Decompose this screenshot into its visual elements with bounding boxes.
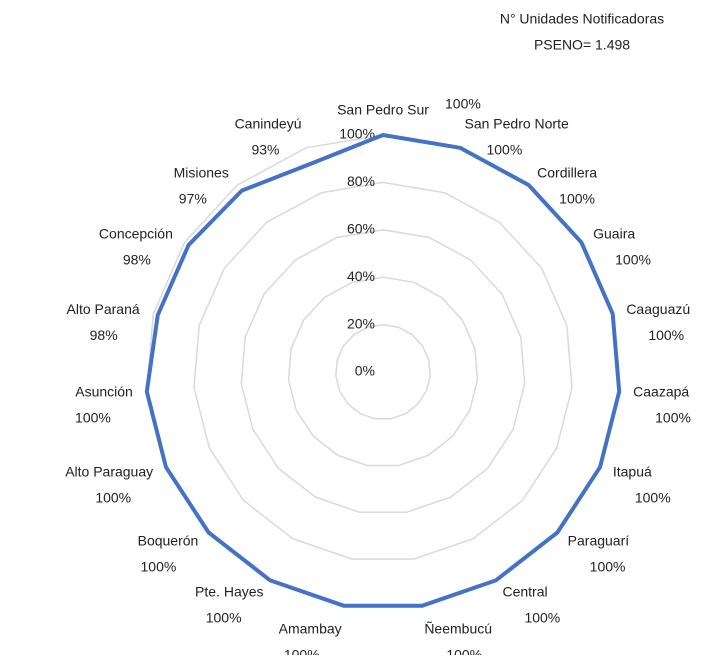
- r-tick-label: 100%: [339, 126, 375, 142]
- value-label: 100%: [95, 490, 131, 506]
- value-label: 100%: [445, 96, 481, 112]
- radar-line: [144, 133, 622, 608]
- category-label: Caazapá: [633, 383, 689, 399]
- value-label: 100%: [284, 646, 320, 655]
- chart-title: N° Unidades Notificadoras: [500, 11, 664, 27]
- category-label: Caaguazú: [626, 301, 690, 317]
- grid-line: [240, 229, 526, 514]
- value-label: 100%: [141, 559, 177, 575]
- category-label: Cordillera: [537, 165, 597, 181]
- r-tick-label: 20%: [347, 315, 375, 331]
- value-label: 100%: [655, 409, 691, 425]
- category-label: Alto Paraguay: [65, 464, 153, 480]
- value-label: 100%: [635, 490, 671, 506]
- category-label: Amambay: [279, 620, 342, 636]
- category-label: Misiones: [174, 165, 229, 181]
- category-label: Pte. Hayes: [195, 583, 263, 599]
- value-label: 100%: [590, 559, 626, 575]
- r-tick-label: 60%: [347, 221, 375, 237]
- category-label: Ñeembucú: [424, 620, 492, 636]
- grid-line: [335, 323, 431, 420]
- value-label: 100%: [446, 646, 482, 655]
- category-label: San Pedro Norte: [464, 115, 568, 131]
- category-label: Boquerón: [138, 533, 199, 549]
- value-label: 100%: [206, 609, 242, 625]
- category-label: Central: [502, 583, 547, 599]
- r-tick-label: 0%: [355, 363, 375, 379]
- category-label: San Pedro Sur: [337, 102, 429, 118]
- value-label: 98%: [123, 251, 151, 267]
- grid-line: [287, 276, 479, 467]
- value-label: 100%: [648, 327, 684, 343]
- value-label: 100%: [559, 191, 595, 207]
- value-label: 98%: [90, 327, 118, 343]
- value-label: 97%: [179, 191, 207, 207]
- category-label: Alto Paraná: [67, 301, 140, 317]
- category-label: Paraguarí: [568, 533, 630, 549]
- value-label: 100%: [486, 141, 522, 157]
- chart-subtitle: PSENO= 1.498: [534, 37, 630, 53]
- r-tick-label: 80%: [347, 173, 375, 189]
- value-label: 100%: [75, 409, 111, 425]
- category-label: Concepción: [99, 225, 173, 241]
- value-label: 100%: [615, 251, 651, 267]
- category-label: Itapuá: [613, 464, 652, 480]
- category-label: Guaira: [593, 225, 635, 241]
- grid-line: [193, 181, 573, 560]
- r-tick-label: 40%: [347, 268, 375, 284]
- value-label: 100%: [524, 609, 560, 625]
- category-label: Asunción: [75, 383, 133, 399]
- category-label: Canindeyú: [235, 115, 302, 131]
- value-label: 93%: [251, 141, 279, 157]
